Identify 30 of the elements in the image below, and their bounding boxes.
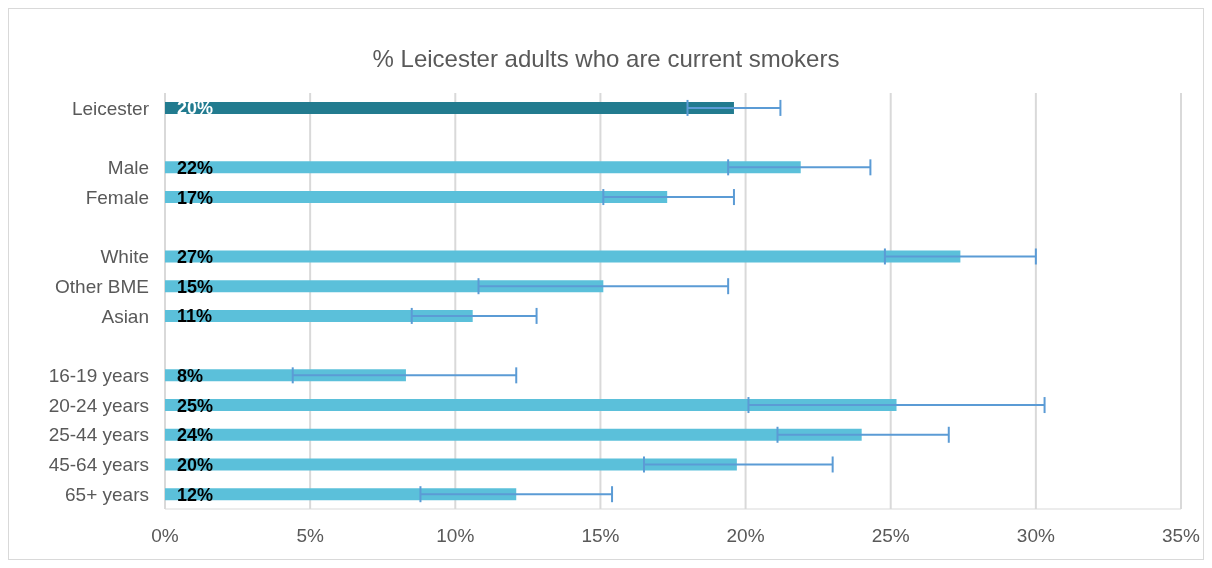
data-label: 8% xyxy=(177,365,204,386)
y-tick-label: Female xyxy=(85,186,149,208)
y-tick-label: White xyxy=(100,246,149,268)
data-label: 25% xyxy=(177,395,214,416)
y-tick-label: Leicester xyxy=(71,97,150,119)
data-label: 12% xyxy=(177,484,214,505)
x-tick-label: 5% xyxy=(296,525,324,547)
data-label: 17% xyxy=(177,187,214,208)
x-tick-label: 30% xyxy=(1016,525,1055,547)
x-tick-label: 0% xyxy=(151,525,179,547)
data-label: 20% xyxy=(177,454,214,475)
y-tick-label: Male xyxy=(107,157,149,179)
data-label: 15% xyxy=(177,276,214,297)
x-tick-label: 35% xyxy=(1161,525,1201,547)
y-tick-label: 25-44 years xyxy=(48,424,149,446)
y-tick-label: 45-64 years xyxy=(48,454,149,476)
x-tick-label: 15% xyxy=(581,525,620,547)
y-tick-label: Asian xyxy=(101,305,149,327)
data-label: 22% xyxy=(177,157,214,178)
x-tick-label: 25% xyxy=(871,525,910,547)
x-tick-label: 10% xyxy=(436,525,475,547)
data-label: 11% xyxy=(177,306,213,327)
y-tick-label: Other BME xyxy=(55,275,149,297)
y-tick-label: 16-19 years xyxy=(48,365,149,387)
data-label: 27% xyxy=(177,246,214,267)
y-tick-label: 20-24 years xyxy=(48,394,149,416)
x-tick-label: 20% xyxy=(726,525,765,547)
data-label: 24% xyxy=(177,425,214,446)
chart-title: % Leicester adults who are current smokers xyxy=(371,44,841,74)
y-tick-label: 65+ years xyxy=(65,483,149,505)
